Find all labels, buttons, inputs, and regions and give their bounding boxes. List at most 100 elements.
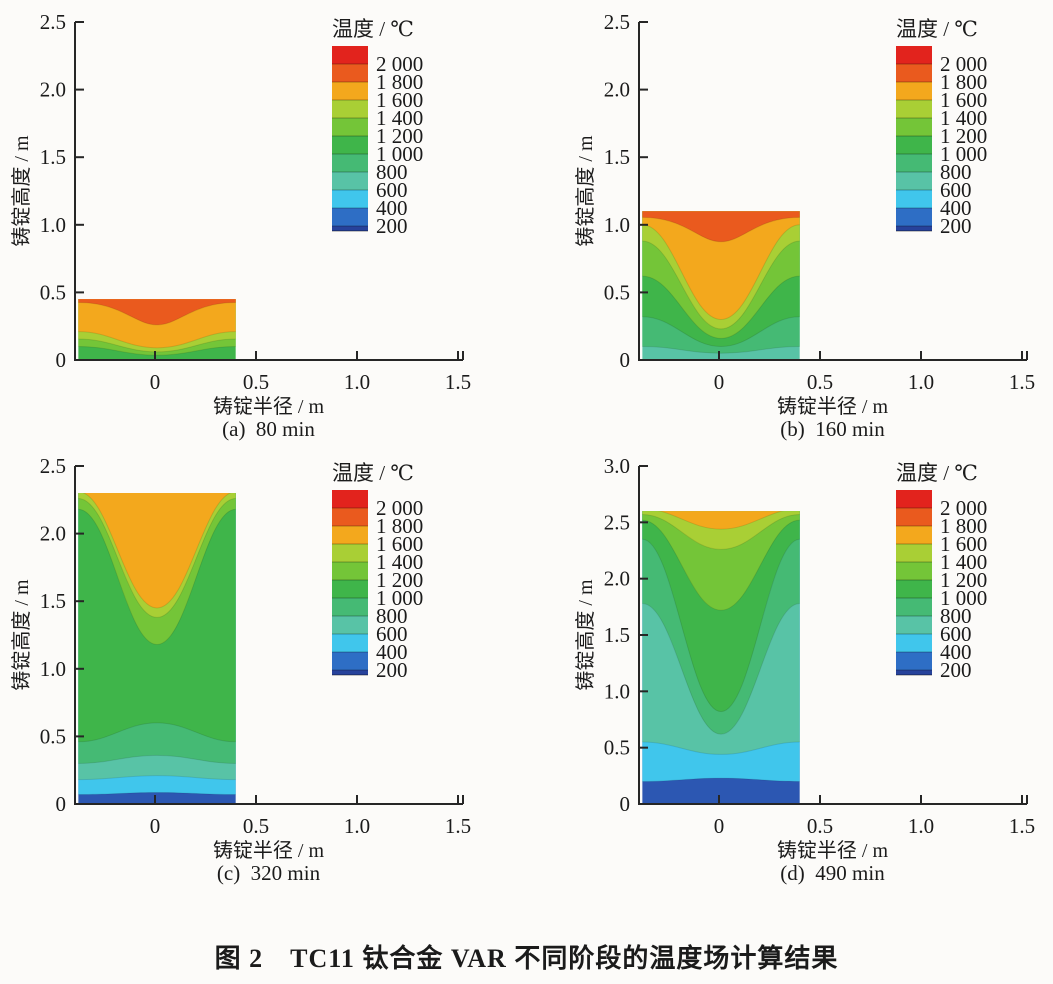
legend-band-green [332, 580, 368, 598]
subplot-caption: (c) 320 min [217, 861, 321, 885]
legend-band-teal [896, 616, 932, 634]
y-tick-label: 0.5 [604, 736, 630, 760]
legend-label: 2 000 [376, 496, 423, 520]
legend-band-navy [896, 670, 932, 675]
contour-boundary-1400 [78, 338, 236, 353]
y-tick-label: 3.0 [604, 454, 630, 478]
legend-band-amber [332, 526, 368, 544]
contour-boundary-600 [78, 775, 236, 781]
subplot-d: 0 0.5 1.0 1.5 0 0.5 1.0 1.5 2.0 2.5 3.0 铸锭高度 / m 铸锭半… [564, 444, 1053, 894]
legend-label: 800 [940, 160, 972, 184]
legend-label: 600 [376, 178, 408, 202]
legend-label: 600 [940, 178, 972, 202]
contour-boundary-1600 [81, 493, 233, 609]
figure-captions: 图 2 TC11 钛合金 VAR 不同阶段的温度场计算结果 Fig. 2 Sim… [0, 892, 1053, 984]
y-tick-label: 2.5 [40, 10, 66, 34]
y-tick-label: 0.5 [40, 724, 66, 748]
y-tick-label: 1.0 [40, 657, 66, 681]
subplot-b: 0 0.5 1.0 1.5 0 0.5 1.0 1.5 2.0 2.5 铸锭高度 / m 铸锭半径 /… [564, 0, 1053, 444]
contour-boundary-1000 [78, 722, 236, 743]
y-tick-label: 2.5 [604, 10, 630, 34]
x-axis-title: 铸锭半径 / m [777, 839, 889, 862]
legend-band-amber [896, 82, 932, 100]
legend-title: 温度 / ℃ [332, 17, 414, 41]
legend-band-cyan [332, 634, 368, 652]
legend-label: 1 800 [376, 514, 423, 538]
x-tick-label: 1.0 [908, 370, 934, 394]
subplot-caption: (a) 80 min [222, 417, 315, 441]
figure-caption-zh: 图 2 TC11 钛合金 VAR 不同阶段的温度场计算结果 [214, 944, 839, 973]
legend-band-red [332, 46, 368, 64]
legend-label: 400 [940, 640, 972, 664]
legend-band-green_lt [332, 562, 368, 580]
ingot-contours [642, 511, 800, 804]
y-axis-title: 铸锭高度 / m [10, 135, 33, 247]
contour-band-green_lt [642, 511, 800, 611]
contour-boundary-400 [78, 792, 236, 796]
subplot-c-canvas: 0 0.5 1.0 1.5 0 0.5 1.0 1.5 2.0 2.5 铸锭高度 / m 铸锭半径 /… [10, 454, 471, 885]
legend-band-amber [896, 526, 932, 544]
y-tick-label: 2.0 [40, 522, 66, 546]
legend-band-ylgreen [332, 544, 368, 562]
legend-label: 1 400 [376, 550, 423, 574]
contour-boundary-1400 [78, 497, 236, 618]
x-tick-label: 1.5 [445, 370, 471, 394]
legend-band-navy [332, 670, 368, 675]
legend-band-blue [332, 652, 368, 670]
legend-label: 1 000 [376, 586, 423, 610]
contour-band-amber [659, 511, 783, 530]
x-tick-label: 1.0 [908, 814, 934, 838]
contour-boundary-1000 [642, 538, 800, 713]
contour-boundary-1400 [642, 513, 800, 550]
legend-band-ylgreen [896, 100, 932, 118]
legend-band-teal [896, 172, 932, 190]
contour-boundary-800 [78, 754, 236, 764]
legend-label: 1 800 [940, 514, 987, 538]
subplot-caption: (b) 160 min [780, 417, 885, 441]
legend-label: 200 [376, 214, 408, 238]
legend-band-teal [332, 616, 368, 634]
contour-boundary-1800 [78, 302, 236, 326]
legend-label: 200 [940, 214, 972, 238]
legend-label: 800 [376, 604, 408, 628]
x-tick-label: 0 [714, 814, 725, 838]
contour-boundary-800 [642, 345, 800, 354]
legend-band-red [896, 46, 932, 64]
legend-label: 1 600 [940, 88, 987, 112]
legend-label: 1 000 [376, 142, 423, 166]
contour-band-orange [642, 211, 800, 242]
contour-boundary-1200 [78, 508, 236, 645]
y-axis-title: 铸锭高度 / m [574, 579, 597, 691]
legend-label: 1 600 [376, 88, 423, 112]
y-tick-label: 1.0 [604, 213, 630, 237]
y-tick-label: 1.5 [40, 145, 66, 169]
legend-title: 温度 / ℃ [896, 17, 978, 41]
ingot-contours [642, 211, 800, 360]
y-axis-title: 铸锭高度 / m [10, 579, 33, 691]
x-tick-label: 1.0 [344, 370, 370, 394]
legend-label: 1 600 [376, 532, 423, 556]
legend-label: 400 [940, 196, 972, 220]
ingot-contours [78, 299, 236, 360]
legend-label: 800 [940, 604, 972, 628]
legend-band-teal [332, 172, 368, 190]
legend-label: 600 [940, 622, 972, 646]
contour-boundary-1200 [642, 519, 800, 611]
contour-boundary-400 [642, 777, 800, 782]
legend-band-green_sea [896, 598, 932, 616]
x-tick-label: 0.5 [807, 814, 833, 838]
legend-label: 1 200 [376, 124, 423, 148]
contour-boundary-1600 [642, 224, 800, 320]
contour-boundary-1200 [642, 275, 800, 339]
legend-band-green [332, 136, 368, 154]
y-axis-title: 铸锭高度 / m [574, 135, 597, 247]
subplot-b-canvas: 0 0.5 1.0 1.5 0 0.5 1.0 1.5 2.0 2.5 铸锭高度 / m 铸锭半径 /… [574, 10, 1035, 441]
x-axis-title: 铸锭半径 / m [777, 395, 889, 418]
legend-band-green_lt [896, 118, 932, 136]
legend-label: 600 [376, 622, 408, 646]
legend-label: 1 400 [940, 550, 987, 574]
contour-boundary-1600 [657, 511, 785, 530]
